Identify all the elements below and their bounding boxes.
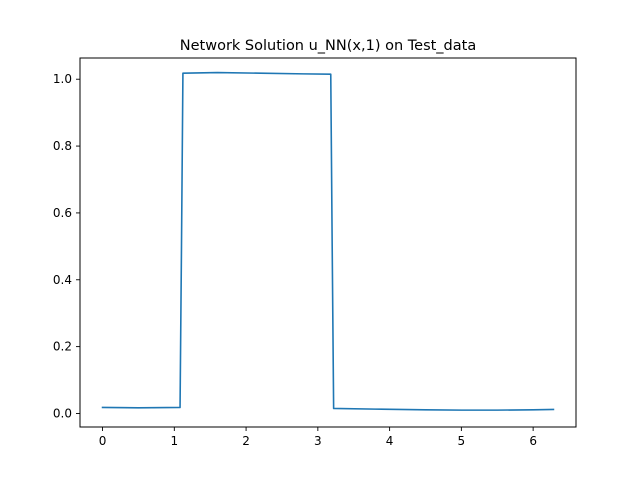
y-tick-label: 0.4 [53,273,72,287]
series-line-0 [101,71,555,411]
x-tick-label: 4 [386,434,394,448]
chart-title: Network Solution u_NN(x,1) on Test_data [180,38,476,54]
y-tick-label: 0.2 [53,340,72,354]
x-tick-label: 0 [99,434,107,448]
x-tick-label: 2 [242,434,250,448]
y-tick-label: 0.8 [53,139,72,153]
x-tick-label: 5 [458,434,466,448]
x-tick-label: 6 [529,434,537,448]
axes-frame [79,57,577,428]
y-tick-label: 0.0 [53,406,72,420]
x-tick-label: 1 [170,434,178,448]
plot-area [101,71,555,411]
x-axis: 0 1 2 3 4 5 6 [99,427,537,448]
y-tick-label: 0.6 [53,206,72,220]
x-tick-label: 3 [314,434,322,448]
y-axis: 0.0 0.2 0.4 0.6 0.8 1.0 [53,72,80,420]
y-tick-label: 1.0 [53,72,72,86]
